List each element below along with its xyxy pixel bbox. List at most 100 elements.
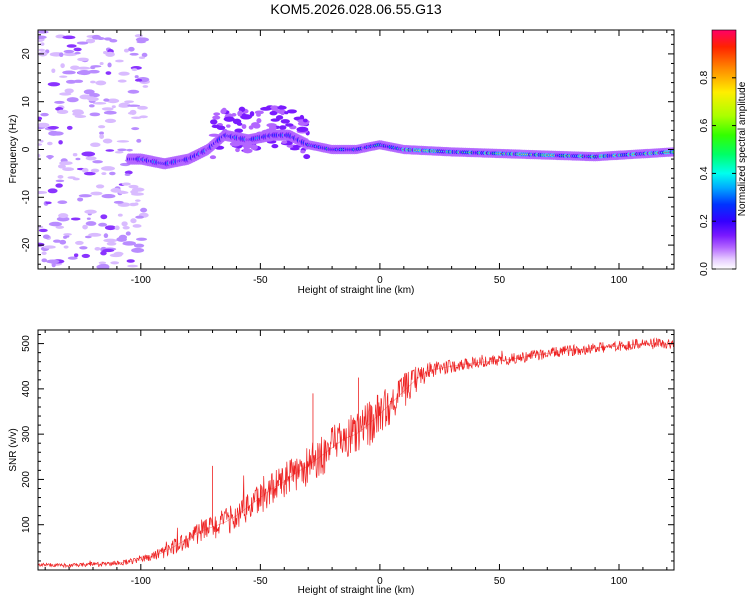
spectrogram-noise-blob [117,213,123,217]
spectrogram-noise-blob [90,80,96,84]
spectrogram-noise-blob [113,200,124,204]
spectrogram-xlabel: Height of straight line (km) [298,285,415,296]
spectrogram-noise-blob [86,217,91,220]
spectrogram-noise-blob [102,138,113,144]
spectrogram-noise-blob [38,143,43,146]
snr-ylabel: SNR (v/v) [8,428,19,471]
spectrogram-noise-blob [48,130,60,136]
spectrogram-noise-blob [126,259,135,263]
spectrogram-noise-blob [99,131,104,135]
spectrogram-noise-blob [51,262,56,268]
spectrogram-noise-blob [81,167,89,173]
spectrogram-noise-blob [136,40,146,44]
spectrogram-noise-blob [109,171,116,176]
spectrogram-noise-blob [56,216,70,222]
spectrogram-heatmap [38,30,674,269]
spectrogram-noise-blob [129,52,139,56]
spectrogram-noise-blob [241,124,247,129]
spectrogram-noise-blob [72,153,78,157]
spectrogram-noise-blob [280,119,290,124]
spectrogram-noise-blob [249,111,255,117]
spectrogram-noise-blob [55,225,65,229]
spectrogram-noise-blob [77,197,84,202]
spectrogram-noise-blob [117,79,127,83]
spectrogram-noise-blob [124,170,133,175]
spectrogram-noise-blob [134,78,143,82]
spectrogram-noise-blob [76,41,89,45]
spectrogram-noise-blob [84,209,97,214]
spectrogram-noise-blob [113,251,124,256]
spectrogram-noise-blob [103,233,109,239]
spectrogram-noise-blob [105,51,115,57]
spectrogram-noise-blob [101,172,107,176]
spectrogram-noise-blob [125,231,131,236]
spectrogram-noise-blob [135,215,144,219]
spectrogram-noise-blob [38,30,49,34]
spectrogram-noise-blob [94,247,101,251]
spectrogram-noise-blob [88,232,102,237]
spectrogram-noise-blob [103,110,117,115]
spectrogram-noise-blob [66,97,79,103]
spectrogram-noise-blob [129,109,137,115]
snr-trace [38,337,674,569]
snr-ticks [38,330,674,570]
spectrogram-noise-blob [101,166,115,171]
colorbar-tick-label: 0.2 [699,214,710,228]
spectrogram-ticks [38,30,674,269]
spectrogram-noise-blob [79,246,88,250]
spectrogram-ytick-label: 0 [21,146,32,152]
spectrogram-noise-blob [131,127,140,131]
spectrogram-noise-blob [118,71,130,76]
spectrogram-noise-blob [300,150,306,154]
spectrogram-noise-blob [106,98,120,104]
spectrogram-noise-blob [131,247,145,253]
spectrogram-noise-blob [82,224,88,230]
spectrogram-noise-blob [53,239,62,243]
colorbar-tick-label: 0.8 [699,70,710,84]
spectrogram-noise-blob [40,42,45,46]
spectrogram-noise-blob [284,111,289,115]
spectrogram-noise-blob [81,253,91,259]
spectrogram-noise-blob [107,62,112,68]
spectrogram-noise-blob [105,71,112,75]
spectrogram-noise-blob [101,193,116,199]
spectrogram-noise-blob [281,140,288,144]
spectrogram-noise-blob [55,183,63,188]
spectrogram-noise-blob [128,46,135,52]
spectrogram-noise-blob [118,236,123,241]
spectrogram-noise-blob [114,151,124,154]
colorbar-tick-label: 0.4 [699,166,710,180]
spectrogram-noise-blob [75,157,81,161]
spectrogram-ytick-label: 20 [21,48,32,60]
spectrogram-noise-blob [226,124,231,128]
spectrogram-noise-blob [102,265,110,269]
spectrogram-noise-blob [98,125,106,129]
spectrogram-noise-blob [46,259,60,264]
spectrogram-noise-blob [270,118,280,122]
spectrogram-noise-blob [252,123,261,129]
spectrogram-noise-blob [57,164,66,169]
spectrogram-noise-blob [87,97,99,102]
spectrogram-noise-blob [127,264,139,268]
spectrogram-noise-blob [96,37,105,40]
spectrogram-noise-blob [279,125,287,130]
spectrogram-noise-blob [128,184,139,189]
spectrogram-noise-blob [103,98,110,102]
spectrogram-noise-blob [132,224,142,228]
spectrogram-noise-blob [63,49,75,54]
spectrogram-noise-blob [138,56,146,60]
spectrogram-noise-blob [38,228,48,233]
spectrogram-noise-blob [98,261,107,265]
colorbar-tick-label: 0.0 [699,262,710,276]
colorbar-label: Normalized spectral amplitude [737,81,748,216]
spectrogram-noise-blob [220,108,227,115]
spectrogram-noise-blob [59,161,73,166]
spectrogram-noise-blob [130,218,137,224]
spectrogram-noise-blob [98,82,105,85]
spectrogram-xtick-label: 100 [611,275,628,286]
spectrogram-noise-blob [57,174,64,179]
spectrogram-noise-blob [121,182,131,186]
snr-ytick-label: 200 [21,471,32,488]
colorbar-gradient [711,29,737,270]
spectrogram-noise-blob [45,201,52,205]
